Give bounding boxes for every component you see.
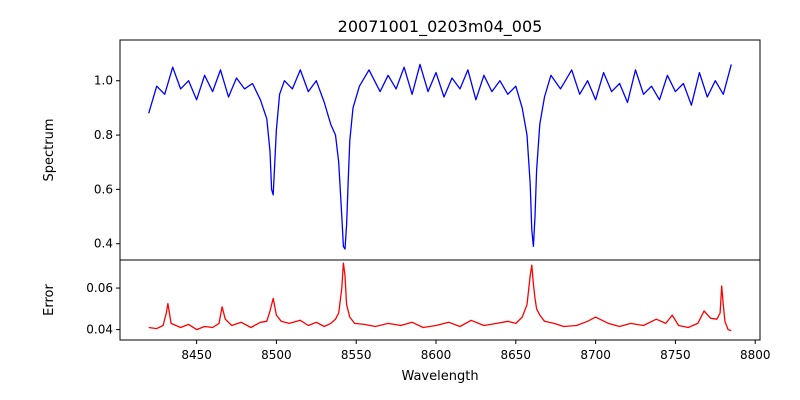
spectrum-axis-label: Spectrum: [42, 119, 57, 182]
error-axis-label: Error: [42, 284, 57, 316]
error-x-tick-label: 8600: [421, 348, 452, 362]
error-y-tick-label: 0.04: [86, 323, 113, 337]
spectrum-axes: 0.4 0.6 0.8 1.0: [94, 39, 761, 261]
spectrum-y-tick-label: 1.0: [94, 74, 113, 88]
error-x-tick-label: 8550: [341, 348, 372, 362]
spectrum-plot-frame: [119, 39, 761, 261]
spectrum-y-tick-label: 0.8: [94, 128, 113, 142]
error-y-tick-label: 0.06: [86, 281, 113, 295]
chart-title: 20071001_0203m04_005: [338, 17, 543, 37]
error-x-tick-label: 8750: [660, 348, 691, 362]
spectrum-series-line: [148, 63, 732, 250]
spectrum-y-tick-label: 0.4: [94, 237, 113, 251]
error-plot-frame: [119, 259, 761, 341]
spectrum-y-tick-label: 0.6: [94, 182, 113, 196]
error-x-tick-label: 8500: [261, 348, 292, 362]
error-series-line: [148, 262, 732, 332]
error-x-tick-label: 8700: [580, 348, 611, 362]
wavelength-axis-label: Wavelength: [401, 369, 478, 384]
error-x-tick-label: 8450: [181, 348, 212, 362]
error-x-tick-label: 8800: [740, 348, 771, 362]
error-axes: 0.04 0.06 8450 8500 8550 8600 8650 8700 8750 8800: [86, 259, 771, 362]
error-x-tick-label: 8650: [501, 348, 532, 362]
